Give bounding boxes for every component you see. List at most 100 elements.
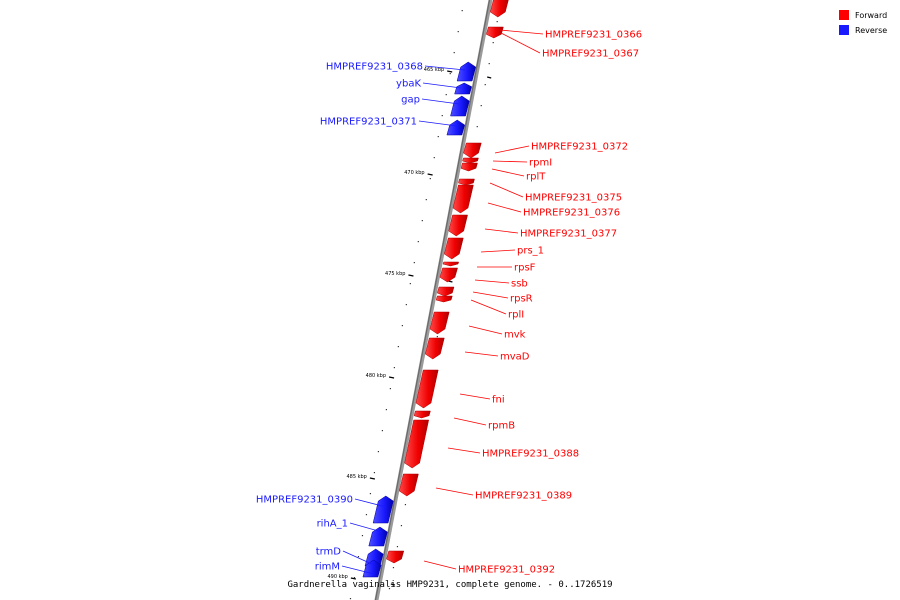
gene-label[interactable]: HMPREF9231_0390	[256, 495, 353, 506]
gene-arrow[interactable]	[435, 295, 453, 303]
gene-arrow[interactable]	[436, 286, 455, 297]
gene-label[interactable]: trmD	[316, 547, 342, 558]
gene-label[interactable]: rimM	[315, 562, 340, 573]
gene-arrow[interactable]	[448, 214, 468, 237]
gene-arrow[interactable]	[368, 526, 388, 547]
gene-label[interactable]: rpmB	[488, 421, 515, 432]
gene-arrow[interactable]	[372, 495, 394, 524]
gene-arrow[interactable]	[458, 178, 475, 186]
gene-label[interactable]: HMPREF9231_0376	[523, 208, 620, 219]
label-leader-line	[447, 447, 481, 454]
gene-labels: HMPREF9231_0366 HMPREF9231_0367 HMPREF9231…	[256, 30, 642, 576]
minor-tick-dots	[349, 10, 498, 600]
legend: Forward Reverse	[839, 10, 887, 35]
gene-label[interactable]: HMPREF9231_0388	[482, 449, 579, 460]
genome-backbone	[374, 0, 493, 600]
legend-label: Forward	[855, 11, 887, 20]
gene-label[interactable]: HMPREF9231_0366	[545, 30, 642, 41]
gene-arrow[interactable]	[439, 267, 458, 283]
label-leader-line	[500, 32, 541, 54]
label-leaders	[341, 29, 544, 575]
gene-label[interactable]: HMPREF9231_0368	[326, 62, 423, 73]
gene-label[interactable]: HMPREF9231_0367	[542, 49, 639, 60]
gene-arrow[interactable]	[463, 142, 482, 159]
label-leader-line	[453, 417, 487, 426]
gene-arrow[interactable]	[456, 61, 476, 82]
gene-arrow[interactable]	[490, 0, 509, 18]
kbp-tick-label: 485 kbp	[346, 474, 366, 480]
label-leader-line	[484, 228, 519, 234]
label-leader-line	[342, 550, 375, 566]
label-leader-line	[468, 325, 503, 335]
gene-label[interactable]: HMPREF9231_0372	[531, 142, 628, 153]
gene-label[interactable]: rihA_1	[317, 519, 348, 530]
gene-arrow[interactable]	[404, 419, 430, 469]
label-leader-line	[491, 168, 525, 177]
gene-arrow[interactable]	[462, 157, 479, 164]
gene-label[interactable]: rpsR	[510, 294, 533, 305]
gene-arrow[interactable]	[452, 184, 474, 214]
gene-arrow[interactable]	[425, 337, 445, 360]
gene-label[interactable]: HMPREF9231_0392	[458, 565, 555, 576]
label-leader-line	[421, 98, 460, 105]
legend-item: Forward	[839, 10, 887, 20]
legend-label: Reverse	[855, 26, 887, 35]
gene-label[interactable]: prs_1	[517, 246, 544, 257]
gene-label[interactable]: rplT	[526, 172, 546, 183]
gene-label[interactable]: HMPREF9231_0377	[520, 229, 617, 240]
gene-label[interactable]: rpsF	[514, 263, 536, 274]
label-leader-line	[492, 160, 528, 163]
gene-arrow[interactable]	[446, 119, 465, 136]
gene-arrow[interactable]	[460, 162, 478, 172]
gene-arrow[interactable]	[413, 410, 431, 419]
legend-item: Reverse	[839, 25, 887, 35]
gene-label[interactable]: rplI	[508, 310, 524, 321]
label-leader-line	[435, 487, 474, 496]
kbp-tick-label: 490 kbp	[327, 574, 347, 580]
gene-arrow[interactable]	[399, 473, 419, 497]
gene-arrow[interactable]	[386, 550, 405, 564]
gene-label[interactable]: mvk	[504, 330, 526, 341]
kbp-tick-label: 470 kbp	[404, 170, 424, 176]
gene-arrow[interactable]	[444, 237, 464, 260]
kbp-tick-label: 475 kbp	[385, 271, 405, 277]
label-leader-line	[499, 29, 544, 35]
legend-swatch	[839, 25, 849, 35]
gene-label[interactable]: ssb	[511, 279, 528, 290]
kbp-tick-label: 480 kbp	[366, 373, 386, 379]
label-leader-line	[349, 522, 383, 533]
label-leader-line	[489, 182, 524, 198]
gene-label[interactable]: gap	[401, 95, 420, 106]
genome-caption: Gardnerella vaginalis HMP9231, complete …	[287, 580, 612, 590]
gene-arrow[interactable]	[442, 261, 460, 267]
label-leader-line	[464, 351, 499, 357]
label-leader-line	[423, 560, 457, 570]
label-leader-line	[474, 279, 510, 284]
label-leader-line	[480, 249, 516, 253]
gene-label[interactable]: fni	[492, 395, 505, 406]
gene-arrow[interactable]	[429, 311, 450, 335]
label-leader-line	[424, 65, 466, 71]
label-leader-line	[472, 291, 509, 299]
gene-label[interactable]: HMPREF9231_0371	[320, 117, 417, 128]
label-leader-line	[487, 202, 522, 213]
gene-label[interactable]: HMPREF9231_0375	[525, 193, 622, 204]
legend-swatch	[839, 10, 849, 20]
kbp-tick: 465 kbp	[424, 67, 492, 79]
kbp-tick-label: 465 kbp	[424, 67, 444, 73]
gene-arrow[interactable]	[415, 369, 439, 409]
gene-label[interactable]: rpmI	[529, 158, 552, 169]
label-leader-line	[459, 393, 491, 400]
gene-arrow[interactable]	[486, 26, 504, 39]
label-leader-line	[418, 120, 458, 127]
gene-features	[362, 0, 509, 578]
gene-label[interactable]: HMPREF9231_0389	[475, 491, 572, 502]
gene-label[interactable]: ybaK	[396, 79, 421, 90]
label-leader-line	[422, 82, 462, 89]
gene-arrow[interactable]	[454, 82, 472, 95]
gene-arrow[interactable]	[450, 95, 470, 117]
gene-label[interactable]: mvaD	[500, 352, 530, 363]
label-leader-line	[494, 145, 530, 154]
